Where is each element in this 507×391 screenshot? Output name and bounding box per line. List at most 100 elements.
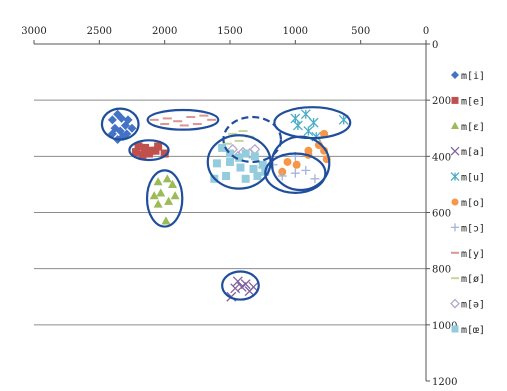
legend-label: m[œ]: [461, 325, 485, 336]
x-axis-tick-labels: 3000 2500 2000 1500 1000 500 0: [21, 26, 429, 37]
data-point: [164, 196, 174, 205]
data-point: [107, 115, 117, 125]
data-point: [168, 179, 178, 189]
cluster-ellipse: [146, 108, 220, 131]
data-point: [141, 143, 150, 152]
data-point: [153, 199, 163, 208]
data-point: [277, 171, 287, 181]
data-point: [138, 150, 147, 159]
legend-label: m[ɛ]: [461, 122, 485, 133]
y-axis-tick-labels: 0 200 400 600 800 1000 1200: [432, 40, 457, 388]
legend-marker: [451, 223, 459, 232]
legend-marker: [450, 146, 460, 156]
data-point: [122, 129, 132, 139]
series-7: [149, 114, 217, 127]
data-point: [258, 160, 267, 169]
legend-entry: m[y]: [451, 249, 485, 260]
legend-marker: [451, 325, 459, 333]
legend-entry: m[a]: [450, 146, 485, 158]
gridlines: [34, 99, 426, 326]
x-tick-label: 2000: [152, 26, 177, 37]
x-tick-label: 2500: [87, 26, 112, 37]
data-point: [244, 286, 255, 297]
legend-entry: m[œ]: [451, 325, 485, 336]
series-2: [149, 174, 180, 225]
data-point: [153, 177, 163, 186]
cluster-ellipse: [264, 152, 327, 194]
data-point: [154, 142, 163, 151]
data-point: [250, 152, 259, 161]
cluster-ellipse: [221, 270, 260, 301]
data-point: [300, 109, 311, 120]
data-point: [226, 149, 234, 158]
legend-marker: [451, 198, 459, 206]
legend-entry: m[ə]: [450, 298, 485, 311]
data-point: [123, 115, 133, 125]
data-point: [218, 143, 227, 152]
legend-label: m[i]: [461, 71, 485, 82]
data-point: [320, 129, 329, 138]
data-point: [290, 168, 300, 178]
data-point: [151, 146, 160, 155]
data-point: [303, 126, 314, 137]
cluster-ellipses: [100, 106, 352, 301]
data-point: [292, 120, 303, 131]
data-point: [156, 188, 166, 197]
legend-label: m[o]: [461, 198, 485, 209]
axes: [33, 40, 430, 382]
data-point: [131, 148, 140, 157]
data-point: [117, 113, 127, 123]
data-point: [236, 163, 245, 172]
y-tick-label: 200: [432, 96, 451, 107]
legend-label: m[y]: [461, 249, 485, 260]
y-tick-label: 600: [432, 209, 451, 220]
data-point: [160, 149, 169, 158]
data-point: [283, 157, 292, 166]
y-tick-label: 1000: [432, 321, 457, 332]
legend-entry: m[ø]: [451, 274, 485, 285]
legend-label: m[e]: [461, 96, 485, 107]
data-point: [144, 149, 153, 158]
y-tick-label: 0: [432, 40, 438, 51]
data-point: [308, 117, 319, 128]
x-tick-label: 500: [351, 26, 370, 37]
legend-label: m[ø]: [461, 274, 485, 285]
data-point: [232, 276, 243, 287]
x-tick-label: 1000: [283, 26, 308, 37]
data-point: [310, 174, 320, 184]
legend-entry: m[u]: [450, 172, 485, 184]
data-point: [212, 159, 221, 168]
data-point: [235, 153, 244, 162]
legend-marker: [451, 121, 459, 129]
legend-marker: [450, 298, 460, 309]
legend-entry: m[i]: [451, 71, 485, 82]
data-point: [170, 191, 180, 200]
data-point: [253, 171, 262, 180]
legend-entry: m[e]: [451, 96, 485, 107]
legend-label: m[u]: [461, 173, 485, 184]
data-point: [222, 171, 231, 180]
x-tick-label: 3000: [21, 26, 46, 37]
series-4: [290, 109, 349, 142]
data-point: [149, 191, 159, 200]
y-tick-label: 400: [432, 152, 451, 163]
legend-entry: m[ɛ]: [451, 121, 485, 133]
cluster-ellipse: [100, 107, 140, 141]
data-point: [249, 164, 258, 173]
data-point: [134, 142, 143, 151]
cluster-ellipse: [128, 139, 170, 162]
y-tick-label: 1200: [432, 377, 457, 388]
x-tick-label: 0: [423, 26, 429, 37]
data-point: [241, 149, 250, 158]
legend-marker: [451, 71, 459, 79]
data-point: [230, 283, 241, 294]
legend-label: m[a]: [461, 147, 485, 158]
data-point: [161, 216, 171, 225]
cluster-ellipse: [270, 135, 331, 192]
series-10: [210, 143, 270, 183]
legend-label: m[ɔ]: [461, 223, 485, 234]
series-1: [131, 142, 169, 159]
legend-entry: m[ɔ]: [451, 223, 485, 234]
legend-label: m[ə]: [461, 300, 485, 311]
